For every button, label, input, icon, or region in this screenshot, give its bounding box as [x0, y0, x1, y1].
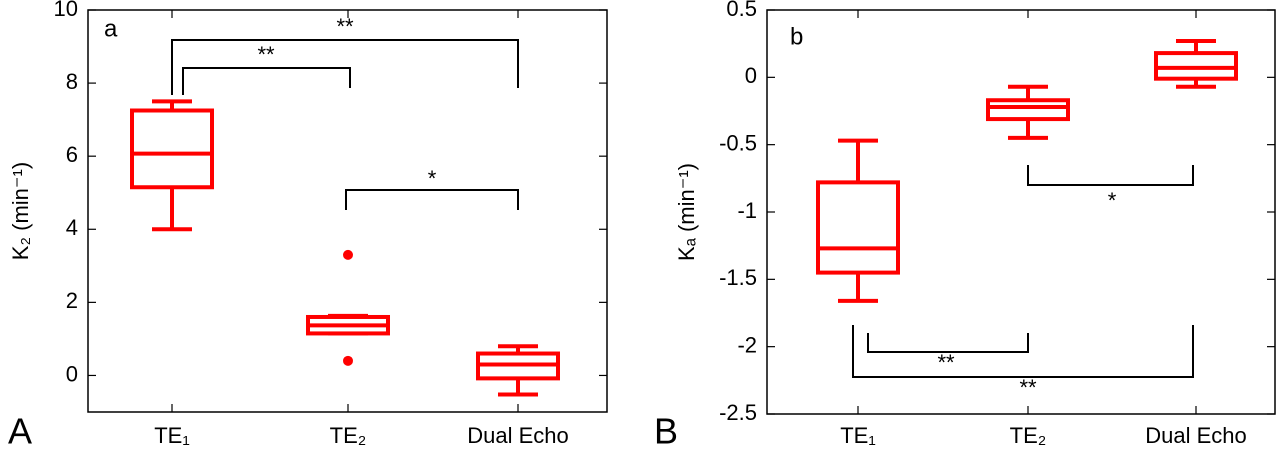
outlier — [343, 249, 353, 260]
outlier — [343, 355, 353, 366]
y-tick-label: 2 — [66, 288, 78, 313]
y-axis-label: Kₐ (min⁻¹) — [674, 163, 699, 261]
x-tick-label: TE₁ — [840, 423, 876, 448]
significance-label: ** — [1019, 375, 1037, 400]
x-tick-label: TE₂ — [1010, 423, 1047, 448]
y-tick-label: 0 — [745, 63, 757, 88]
y-tick-label: 8 — [66, 69, 78, 94]
significance-bracket — [171, 39, 519, 95]
significance-label: ** — [937, 350, 955, 375]
y-tick-label: -2 — [737, 332, 757, 357]
x-tick-label: Dual Echo — [467, 423, 569, 448]
x-tick-label: TE₁ — [154, 423, 190, 448]
box — [986, 98, 1070, 122]
significance-label: ** — [336, 14, 354, 39]
panel-label: b — [790, 23, 803, 50]
significance-bracket — [345, 189, 519, 210]
significance-bracket — [1027, 165, 1194, 186]
box — [1154, 51, 1238, 81]
y-tick-label: -1.5 — [719, 265, 757, 290]
y-tick-label: -2.5 — [719, 400, 757, 425]
significance-label: * — [1108, 188, 1117, 213]
y-tick-label: 0 — [66, 361, 78, 386]
x-tick-label: TE₂ — [330, 423, 367, 448]
significance-bracket — [182, 67, 351, 95]
y-tick-label: 6 — [66, 142, 78, 167]
panel-letter: A — [8, 411, 32, 452]
significance-bracket — [867, 333, 1029, 353]
y-axis-label: K₂ (min⁻¹) — [8, 162, 33, 260]
y-tick-label: 4 — [66, 215, 78, 240]
panel-label: a — [104, 15, 118, 42]
y-tick-label: 10 — [54, 0, 78, 21]
panel-letter: B — [654, 411, 678, 452]
significance-label: ** — [257, 42, 275, 67]
significance-bracket — [852, 325, 1194, 378]
y-tick-label: -0.5 — [719, 130, 757, 155]
y-tick-label: -1 — [737, 198, 757, 223]
box — [816, 180, 900, 275]
y-tick-label: 0.5 — [726, 0, 757, 21]
significance-label: * — [428, 166, 437, 191]
box — [130, 108, 214, 190]
x-tick-label: Dual Echo — [1145, 423, 1247, 448]
